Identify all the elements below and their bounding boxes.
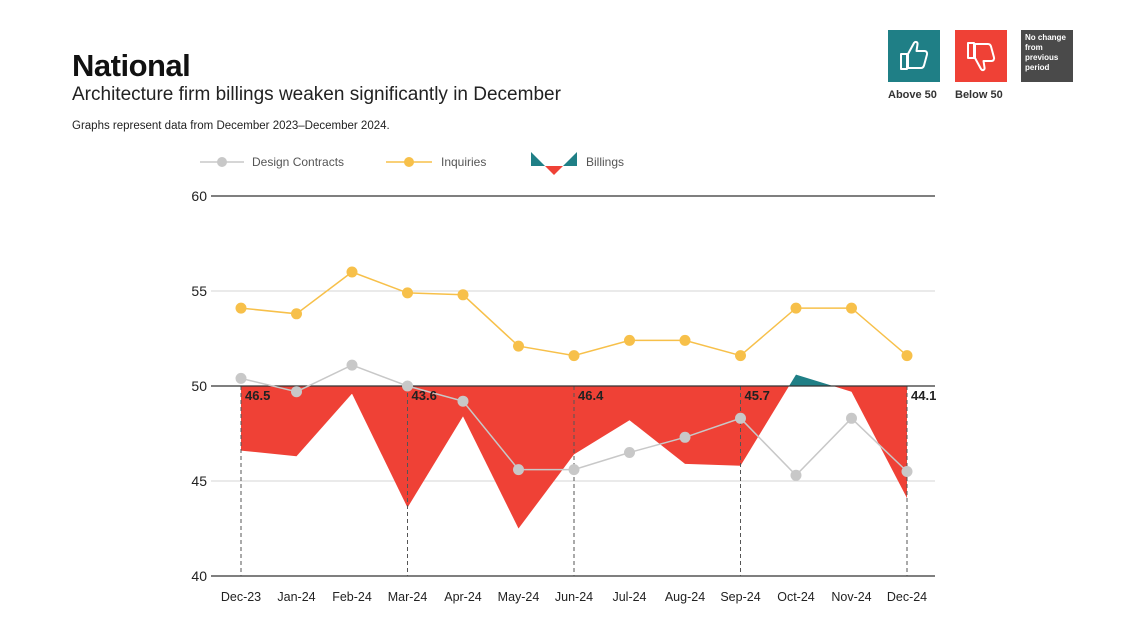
no-change-line: previous [1025, 53, 1059, 62]
inquiries-point [291, 308, 302, 320]
legend-billings-above-swatch [563, 152, 577, 166]
billings-area-below [629, 386, 685, 464]
x-tick-label: Apr-24 [444, 590, 482, 604]
legend-design-contracts-marker [217, 157, 227, 167]
design-contracts-point [901, 466, 913, 477]
x-tick-label: Nov-24 [831, 590, 871, 604]
design-contracts-point [291, 386, 302, 398]
billings-area-above [789, 374, 796, 386]
chart-legend: Design Contracts Inquiries Billings [200, 152, 624, 175]
design-contracts-point [402, 380, 413, 392]
inquiries-point [790, 302, 802, 314]
below-50-swatch [955, 30, 1007, 82]
above-50-swatch [888, 30, 940, 82]
no-change-line: No change [1025, 33, 1066, 42]
inquiries-point [846, 302, 857, 314]
inquiries-point [568, 350, 580, 362]
no-change-line: period [1025, 63, 1050, 72]
billings-area-below [518, 386, 574, 529]
inquiries-point [346, 266, 358, 278]
inquiries-point [901, 350, 913, 362]
billings-value-label: 46.5 [245, 388, 270, 403]
design-contracts-point [457, 395, 469, 407]
data-range-note: Graphs represent data from December 2023… [72, 120, 390, 132]
thumbs-up-icon [900, 40, 929, 70]
billings-area-above [796, 374, 833, 386]
billings-value-label: 44.1 [911, 388, 936, 403]
x-tick-label: Aug-24 [665, 590, 705, 604]
x-tick-label: Sep-24 [720, 590, 760, 604]
inquiries-point [735, 350, 746, 362]
x-tick-label: Mar-24 [388, 590, 428, 604]
thumbs-down-icon [967, 42, 996, 72]
billings-value-label: 46.4 [578, 388, 604, 403]
inquiries-point [624, 334, 635, 346]
inquiries-point [235, 302, 247, 314]
billings-area-below [352, 386, 408, 508]
page-subtitle: Architecture firm billings weaken signif… [72, 84, 561, 105]
billings-area-below [241, 386, 297, 457]
legend-billings-above-swatch [531, 152, 545, 166]
inquiries-point [513, 340, 524, 352]
x-tick-label: May-24 [498, 590, 540, 604]
y-tick-label: 45 [191, 473, 207, 489]
billings-area-below [296, 386, 352, 457]
inquiries-line [240, 271, 908, 357]
x-tick-label: Oct-24 [777, 590, 815, 604]
inquiries-point [402, 287, 413, 299]
annotation-labels: 46.5 43.6 46.4 45.7 44.1 [245, 388, 936, 403]
x-tick-label: Feb-24 [332, 590, 372, 604]
x-tick-label: Jun-24 [555, 590, 593, 604]
legend-inquiries-label: Inquiries [441, 155, 486, 169]
legend-billings-below-swatch [545, 166, 563, 175]
no-change-line: from [1025, 43, 1043, 52]
design-contracts-point [513, 464, 524, 476]
above-50-label: Above 50 [888, 89, 937, 101]
chart-grid: 40 45 50 55 60 [191, 188, 935, 584]
billings-area-below [740, 386, 790, 466]
legend-design-contracts-label: Design Contracts [252, 155, 344, 169]
line-series [235, 266, 913, 481]
x-axis: Dec-23 Jan-24 Feb-24 Mar-24 Apr-24 May-24 Jun-… [221, 590, 927, 604]
page-title: National [72, 48, 191, 83]
x-tick-label: Jul-24 [612, 590, 646, 604]
design-contracts-point [235, 372, 247, 384]
y-tick-label: 55 [191, 283, 207, 299]
y-tick-label: 40 [191, 568, 207, 584]
billings-value-label: 45.7 [745, 388, 770, 403]
design-contracts-point [568, 464, 580, 476]
billings-area-below [574, 386, 630, 455]
y-tick-label: 60 [191, 188, 207, 204]
billings-area-below [407, 386, 463, 508]
design-contracts-point [790, 469, 802, 481]
design-contracts-point [624, 447, 635, 458]
x-tick-label: Dec-23 [221, 590, 261, 604]
design-contracts-point [679, 431, 691, 443]
inquiries-point [457, 289, 469, 301]
design-contracts-point [346, 359, 358, 371]
design-contracts-point [846, 412, 857, 424]
inquiries-point [679, 334, 691, 346]
y-tick-label: 50 [191, 378, 207, 394]
billings-area-below [833, 386, 852, 392]
x-tick-label: Jan-24 [277, 590, 315, 604]
x-tick-label: Dec-24 [887, 590, 927, 604]
no-change-swatch: No change from previous period [1021, 30, 1073, 82]
design-contracts-point [735, 412, 746, 424]
billings-area-below [685, 386, 741, 466]
below-50-label: Below 50 [955, 89, 1003, 101]
billings-value-label: 43.6 [412, 388, 437, 403]
billings-area [241, 374, 907, 529]
legend-inquiries-marker [404, 157, 414, 167]
billings-area-below [463, 386, 519, 529]
legend-billings-label: Billings [586, 155, 624, 169]
billings-area-below [851, 386, 907, 499]
